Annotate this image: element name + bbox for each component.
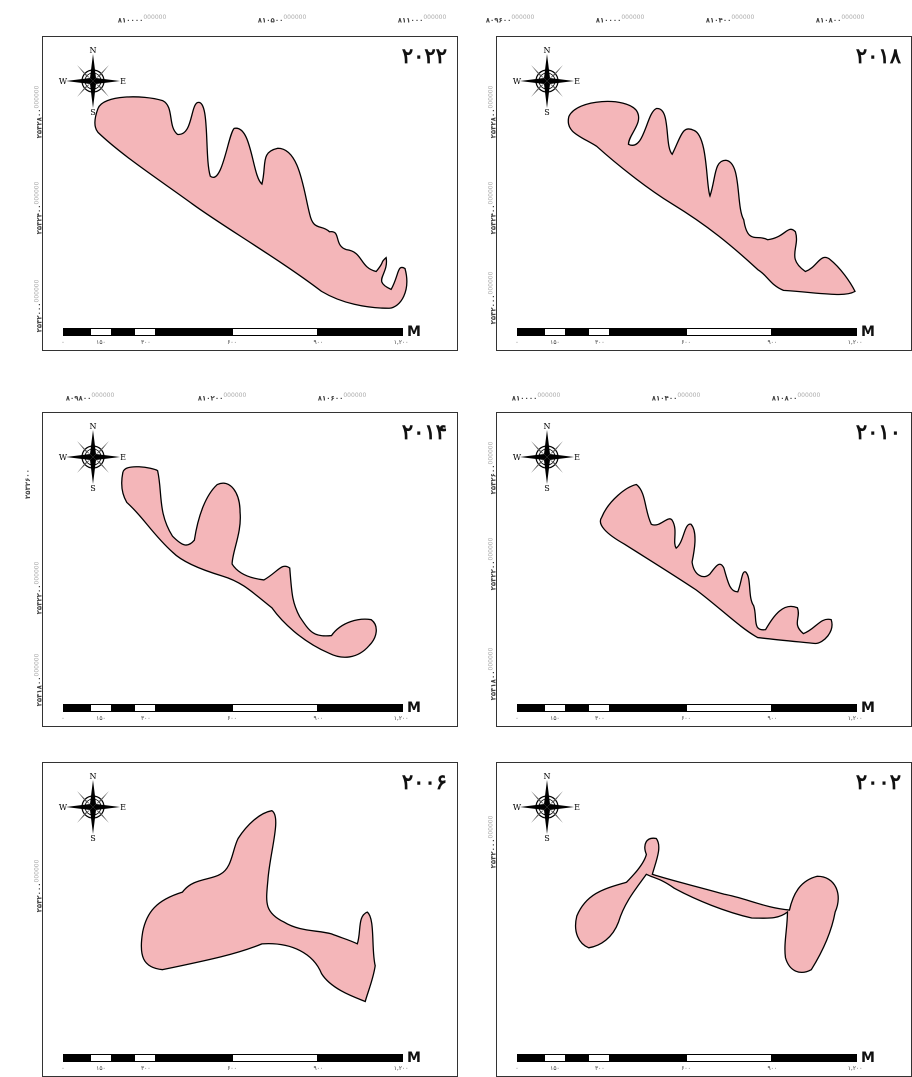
- svg-text:N: N: [544, 422, 551, 431]
- scale-bar: [63, 704, 403, 712]
- svg-text:E: E: [120, 803, 126, 812]
- lake-shape: [140, 810, 376, 1003]
- scale-bar: [517, 1054, 857, 1062]
- scale-unit: M: [861, 324, 875, 340]
- svg-text:N: N: [544, 46, 551, 55]
- svg-text:S: S: [544, 108, 549, 117]
- lake-shape: [574, 837, 839, 973]
- x-coordinate-labels: ۸۰۹۸۰۰000000 ۸۱۰۲۰۰000000 ۸۱۰۶۰۰000000: [65, 392, 367, 403]
- scale-bar: [517, 704, 857, 712]
- svg-text:S: S: [544, 834, 549, 843]
- map-panel: N S W E ۲۰۱۴ M ۰ ۱۵۰ ۳۰۰ ۶۰۰ ۹۰۰ ۱,۲۰۰: [42, 412, 458, 727]
- y-coordinate-labels: ۲۵۳۲۶۰۰ ۲۵۳۲۲۰۰000000 ۲۵۳۱۸۰۰000000: [24, 469, 44, 707]
- compass-w: W: [59, 77, 68, 86]
- compass-e: E: [120, 77, 126, 86]
- north-arrow-icon: N S W E: [57, 421, 129, 493]
- compass-n: N: [90, 46, 97, 55]
- svg-text:N: N: [90, 772, 97, 781]
- svg-text:W: W: [513, 77, 522, 86]
- scale-labels: ۰ ۱۵۰ ۳۰۰ ۶۰۰ ۹۰۰ ۱,۲۰۰: [61, 339, 409, 346]
- svg-text:W: W: [513, 453, 522, 462]
- svg-text:W: W: [513, 803, 522, 812]
- compass-s: S: [90, 108, 95, 117]
- map-panel: N S W E ۲۰۰۶ M ۰ ۱۵۰ ۳۰۰ ۶۰۰ ۹۰۰ ۱,۲۰۰: [42, 762, 458, 1077]
- scale-bar: [63, 1054, 403, 1062]
- svg-text:N: N: [544, 772, 551, 781]
- panel-year-label: ۲۰۰۲: [855, 769, 901, 794]
- panel-year-label: ۲۰۲۲: [401, 43, 447, 68]
- scale-labels: ۰ ۱۵۰ ۳۰۰ ۶۰۰ ۹۰۰ ۱,۲۰۰: [515, 339, 863, 346]
- lake-shape: [94, 96, 408, 309]
- y-coordinate-labels: ۲۵۳۲۶۰۰000000 ۲۵۳۲۲۰۰000000 ۲۵۳۱۸۰۰00000…: [487, 441, 498, 701]
- lake-shape: [599, 483, 833, 645]
- svg-text:W: W: [59, 453, 68, 462]
- panel-year-label: ۲۰۱۸: [855, 43, 901, 68]
- map-panel: N S W E ۲۰۲۲ M ۰ ۱۵۰ ۳۰۰ ۶۰۰ ۹۰۰ ۱,۲۰۰: [42, 36, 458, 351]
- scale-labels: ۰ ۱۵۰ ۳۰۰ ۶۰۰ ۹۰۰ ۱,۲۰۰: [515, 1065, 863, 1072]
- scale-bar: [517, 328, 857, 336]
- scale-unit: M: [407, 1050, 421, 1066]
- svg-text:E: E: [574, 453, 580, 462]
- scale-bar: [63, 328, 403, 336]
- x-coordinate-labels: ۸۰۹۶۰۰000000 ۸۱۰۰۰۰000000 ۸۱۰۴۰۰000000 ۸…: [485, 14, 865, 25]
- panel-year-label: ۲۰۱۰: [855, 419, 901, 444]
- lake-shape: [120, 466, 377, 658]
- north-arrow-icon: N S W E: [57, 45, 129, 117]
- scale-labels: ۰ ۱۵۰ ۳۰۰ ۶۰۰ ۹۰۰ ۱,۲۰۰: [61, 715, 409, 722]
- map-panel: N S W E ۲۰۰۲ M ۰ ۱۵۰ ۳۰۰ ۶۰۰ ۹۰۰ ۱,۲۰۰: [496, 762, 912, 1077]
- y-coordinate-labels: ۲۵۳۲۰۰۰000000: [487, 815, 498, 869]
- map-panel: N S W E ۲۰۱۰ M ۰ ۱۵۰ ۳۰۰ ۶۰۰ ۹۰۰ ۱,۲۰۰: [496, 412, 912, 727]
- y-coordinate-labels: ۲۵۳۲۸۰۰000000 ۲۵۳۲۴۰۰000000 ۲۵۳۲۰۰۰00000…: [487, 85, 498, 325]
- scale-unit: M: [861, 1050, 875, 1066]
- y-coordinate-labels: ۲۵۳۲۸۰۰000000 ۲۵۳۲۴۰۰000000 ۲۵۳۲۰۰۰00000…: [33, 85, 44, 333]
- scale-labels: ۰ ۱۵۰ ۳۰۰ ۶۰۰ ۹۰۰ ۱,۲۰۰: [515, 715, 863, 722]
- svg-text:E: E: [574, 77, 580, 86]
- north-arrow-icon: N S W E: [511, 421, 583, 493]
- north-arrow-icon: N S W E: [511, 45, 583, 117]
- north-arrow-icon: N S W E: [57, 771, 129, 843]
- svg-text:E: E: [574, 803, 580, 812]
- lake-shape: [567, 100, 856, 296]
- panel-year-label: ۲۰۰۶: [401, 769, 447, 794]
- svg-text:S: S: [90, 484, 95, 493]
- svg-text:E: E: [120, 453, 126, 462]
- panel-year-label: ۲۰۱۴: [401, 419, 447, 444]
- svg-text:W: W: [59, 803, 68, 812]
- north-arrow-icon: N S W E: [511, 771, 583, 843]
- y-coordinate-labels: ۲۵۳۲۰۰۰000000: [33, 859, 44, 913]
- svg-text:S: S: [90, 834, 95, 843]
- svg-text:N: N: [90, 422, 97, 431]
- x-coordinate-labels: ۸۱۰۰۰۰000000 ۸۱۰۵۰۰000000 ۸۱۱۰۰۰000000: [117, 14, 447, 25]
- scale-unit: M: [407, 324, 421, 340]
- x-coordinate-labels: ۸۱۰۰۰۰000000 ۸۱۰۴۰۰000000 ۸۱۰۸۰۰000000: [511, 392, 821, 403]
- map-panel: N S W E ۲۰۱۸ M ۰ ۱۵۰ ۳۰۰ ۶۰۰ ۹۰۰ ۱,۲۰۰: [496, 36, 912, 351]
- svg-text:S: S: [544, 484, 549, 493]
- scale-labels: ۰ ۱۵۰ ۳۰۰ ۶۰۰ ۹۰۰ ۱,۲۰۰: [61, 1065, 409, 1072]
- scale-unit: M: [861, 700, 875, 716]
- lake-change-map-figure: N S W E ۲۰۲۲ M ۰ ۱۵۰ ۳۰۰ ۶۰۰ ۹۰۰ ۱,۲۰۰: [24, 14, 912, 1077]
- scale-unit: M: [407, 700, 421, 716]
